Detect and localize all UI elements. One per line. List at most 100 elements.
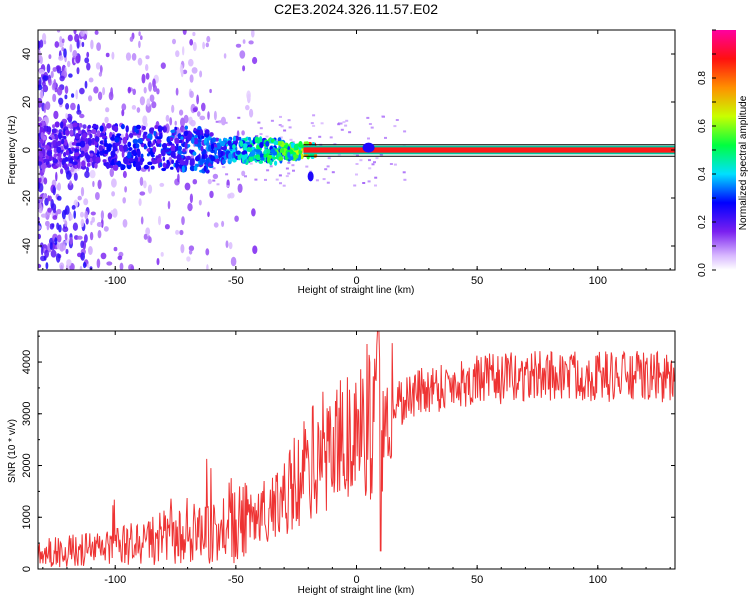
heatmap-ridge-cell [189,161,194,167]
heatmap-noise-cell [48,78,52,86]
heatmap-ridge-cell [210,149,216,154]
heatmap-noise-cell [75,89,78,100]
heatmap-noise-cell [95,62,101,70]
heatmap-ridge-cell [112,164,119,171]
heatmap-ridge-cell [99,132,105,137]
heatmap-noise-cell [283,129,287,132]
heatmap-ridge-cell [121,164,126,170]
heatmap-noise-cell [181,216,185,226]
heatmap-noise-cell [179,64,183,74]
heatmap-noise-cell [53,78,57,89]
heatmap-noise-cell [40,213,47,218]
heatmap-noise-cell [48,54,52,59]
heatmap-noise-cell [367,137,370,140]
heatmap-ridge-cell [246,146,253,152]
heatmap-noise-cell [227,193,232,199]
heatmap-noise-cell [52,67,57,72]
heatmap-noise-cell [189,74,194,83]
heatmap-ridge-cell [210,155,216,162]
heatmap-ridge-cell [127,141,132,148]
heatmap-noise-cell [62,226,69,233]
heatmap-noise-cell [312,114,316,117]
heatmap-ridge-cell [259,153,265,159]
heatmap-noise-cell [156,258,160,266]
heatmap-ridge-cell [40,138,44,144]
colorbar-tick-label: 0.4 [697,167,708,181]
heatmap-noise-cell [226,185,230,188]
heatmap-noise-cell [312,124,316,127]
heatmap-line-edge [303,155,675,157]
heatmap-ridge-cell [205,158,210,165]
heatmap-ridge-cell [151,157,155,163]
heatmap-noise-cell [222,166,226,169]
heatmap-noise-cell [138,198,142,207]
heatmap-noise-cell [82,261,87,269]
heatmap-noise-cell [56,30,61,33]
heatmap-noise-cell [56,242,61,250]
heatmap-noise-cell [320,122,324,125]
heatmap-noise-cell [145,64,149,71]
heatmap-noise-cell [348,131,352,134]
heatmap-noise-cell [69,236,73,245]
snr-frame [37,330,676,570]
heatmap-ridge-cell [134,155,138,163]
heatmap-ridge-cell [293,143,300,151]
heatmap-noise-cell [89,231,94,241]
heatmap-ridge-cell [248,136,251,141]
heatmap-noise-cell [84,234,88,243]
heatmap-ridge-cell [204,137,208,144]
heatmap-noise-cell [206,264,209,270]
heatmap-ridge-cell [94,135,100,143]
heatmap-ridge-cell [114,142,120,147]
heatmap-noise-cell [242,39,246,44]
heatmap-noise-cell [91,216,95,223]
heatmap-noise-cell [88,95,93,102]
heatmap-ridge-cell [149,127,154,134]
heatmap-noise-cell [175,87,179,96]
heatmap-ridge-cell [227,157,233,162]
heatmap-noise-cell [56,86,63,96]
heatmap-ridge-cell [171,159,175,165]
heatmap-noise-cell [98,71,103,77]
heatmap-noise-cell [362,182,366,184]
heatmap-noise-cell [215,120,219,123]
heatmap-ridge-cell [51,135,55,140]
heatmap-noise-cell [241,170,246,177]
heatmap-noise-cell [270,119,274,122]
heatmap-noise-cell [90,39,94,50]
heatmap-noise-cell [80,186,85,197]
heatmap-noise-cell [259,133,263,136]
heatmap-y-label: Frequency (Hz) [7,116,18,185]
heatmap-ridge-cell [248,155,254,162]
heatmap-noise-cell [145,72,150,80]
heatmap-noise-cell [105,107,110,113]
heatmap-noise-cell [81,41,85,48]
heatmap-noise-cell [164,224,170,230]
heatmap-noise-cell [374,176,378,179]
heatmap-noise-cell [103,226,109,232]
heatmap-ridge-cell [120,123,125,130]
heatmap-noise-cell [225,173,229,176]
heatmap-noise-cell [213,110,217,121]
heatmap-ridge-cell [143,131,148,135]
heatmap-ridge-cell [103,150,109,155]
heatmap-noise-cell [66,113,73,121]
heatmap-ridge-cell [141,125,146,131]
heatmap-noise-cell [141,73,146,84]
heatmap-ridge-cell [161,143,168,149]
heatmap-noise-cell [129,36,134,42]
heatmap-ridge-cell [81,160,86,168]
heatmap-noise-cell [65,103,70,110]
heatmap-noise-cell [132,88,136,96]
heatmap-ridge-cell [89,157,93,163]
heatmap-noise-cell [88,246,93,255]
snr-x-label: Height of straight line (km) [298,585,415,596]
heatmap-noise-cell [50,249,57,258]
colorbar-label: Normalized spectral amplitude [738,95,749,230]
heatmap-noise-cell [198,199,202,206]
heatmap-noise-cell [190,119,196,127]
heatmap-noise-cell [70,102,76,111]
heatmap-noise-cell [56,208,62,215]
heatmap-ridge-cell [170,166,174,170]
